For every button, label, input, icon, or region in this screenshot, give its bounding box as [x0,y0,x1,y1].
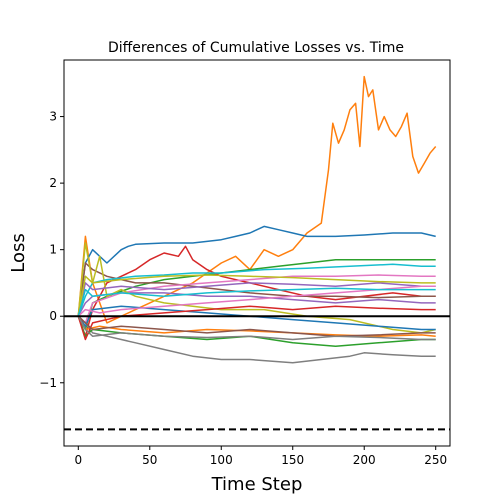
series-line-20 [77,287,436,317]
series-line-5 [77,292,436,317]
series-line-13 [77,315,436,347]
y-axis-ticks: −1 0 1 2 3 [39,110,64,390]
chart-title: Differences of Cumulative Losses vs. Tim… [108,40,404,56]
y-tick-label: 2 [49,176,57,190]
x-axis-label: Time Step [211,474,303,495]
x-tick-label: 200 [353,453,376,467]
series-line-8 [77,315,436,364]
series-line-4 [77,245,436,337]
series-line-15 [77,282,436,317]
y-tick-label: −1 [39,376,57,390]
series-line-12 [77,315,436,337]
x-tick-label: 150 [281,453,304,467]
series-line-7 [77,274,436,324]
y-axis-label: Loss [8,233,29,272]
x-tick-label: 50 [142,453,157,467]
reference-lines [64,315,450,431]
series-line-1 [77,75,437,324]
series-line-2 [77,225,436,317]
series-line-6 [77,262,436,317]
y-tick-label: 0 [49,309,57,323]
x-tick-label: 100 [210,453,233,467]
y-tick-label: 3 [49,110,57,124]
x-axis-ticks: 0 50 100 150 200 250 [74,446,447,467]
series-line-14 [77,305,436,341]
x-tick-label: 250 [424,453,447,467]
series-line-16 [77,315,436,337]
x-tick-label: 0 [74,453,82,467]
series-layer [77,75,437,364]
series-line-19 [77,274,436,317]
series-line-11 [77,305,436,331]
y-tick-label: 1 [49,243,57,257]
plot-frame [63,59,451,447]
series-line-18 [77,315,436,341]
